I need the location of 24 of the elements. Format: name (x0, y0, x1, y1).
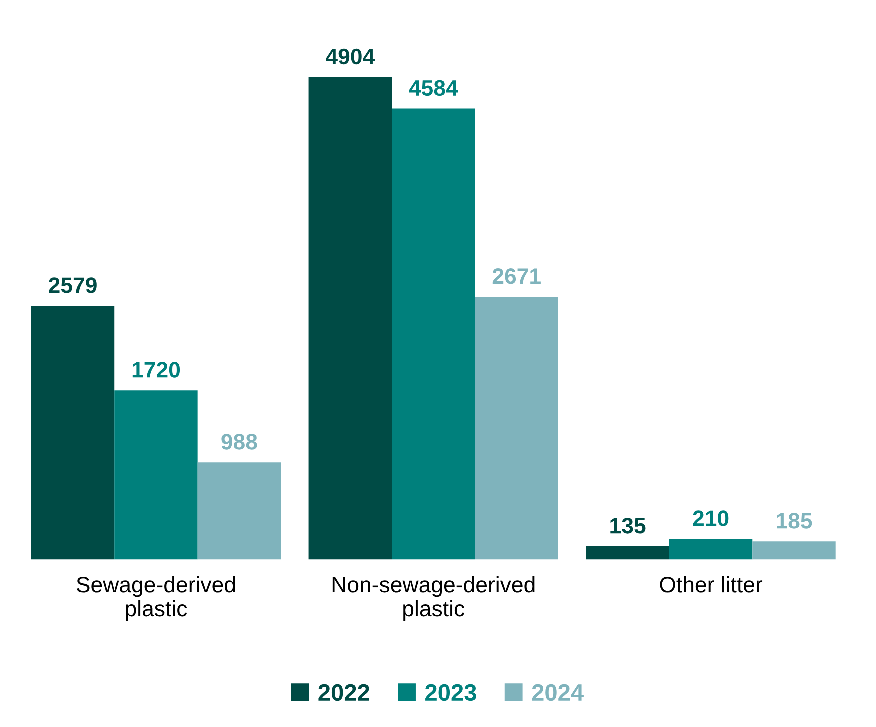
data-label: 4904 (326, 48, 375, 65)
data-label: 988 (222, 434, 258, 450)
bar (308, 77, 392, 560)
bar (392, 108, 476, 560)
bar (475, 297, 558, 560)
x-tick-label: Sewage-derived plastic (76, 576, 236, 622)
data-label: 210 (693, 510, 729, 526)
data-label: 4584 (409, 80, 458, 96)
bar (586, 546, 670, 560)
x-tick-label: Other litter (660, 576, 763, 593)
bar (31, 306, 115, 560)
legend-label: 2024 (532, 684, 584, 702)
data-label: 2671 (492, 268, 541, 284)
data-label: 185 (777, 513, 812, 529)
x-tick-label: Non-sewage-derived plastic (332, 576, 535, 622)
data-label: 135 (610, 518, 646, 534)
data-label: 2579 (49, 278, 97, 294)
bar (198, 462, 282, 560)
bar (669, 539, 753, 560)
legend-label: 2023 (426, 684, 476, 702)
legend-label: 2022 (318, 684, 370, 702)
data-label: 1720 (132, 362, 180, 378)
bar (114, 390, 198, 560)
bar (752, 542, 836, 560)
